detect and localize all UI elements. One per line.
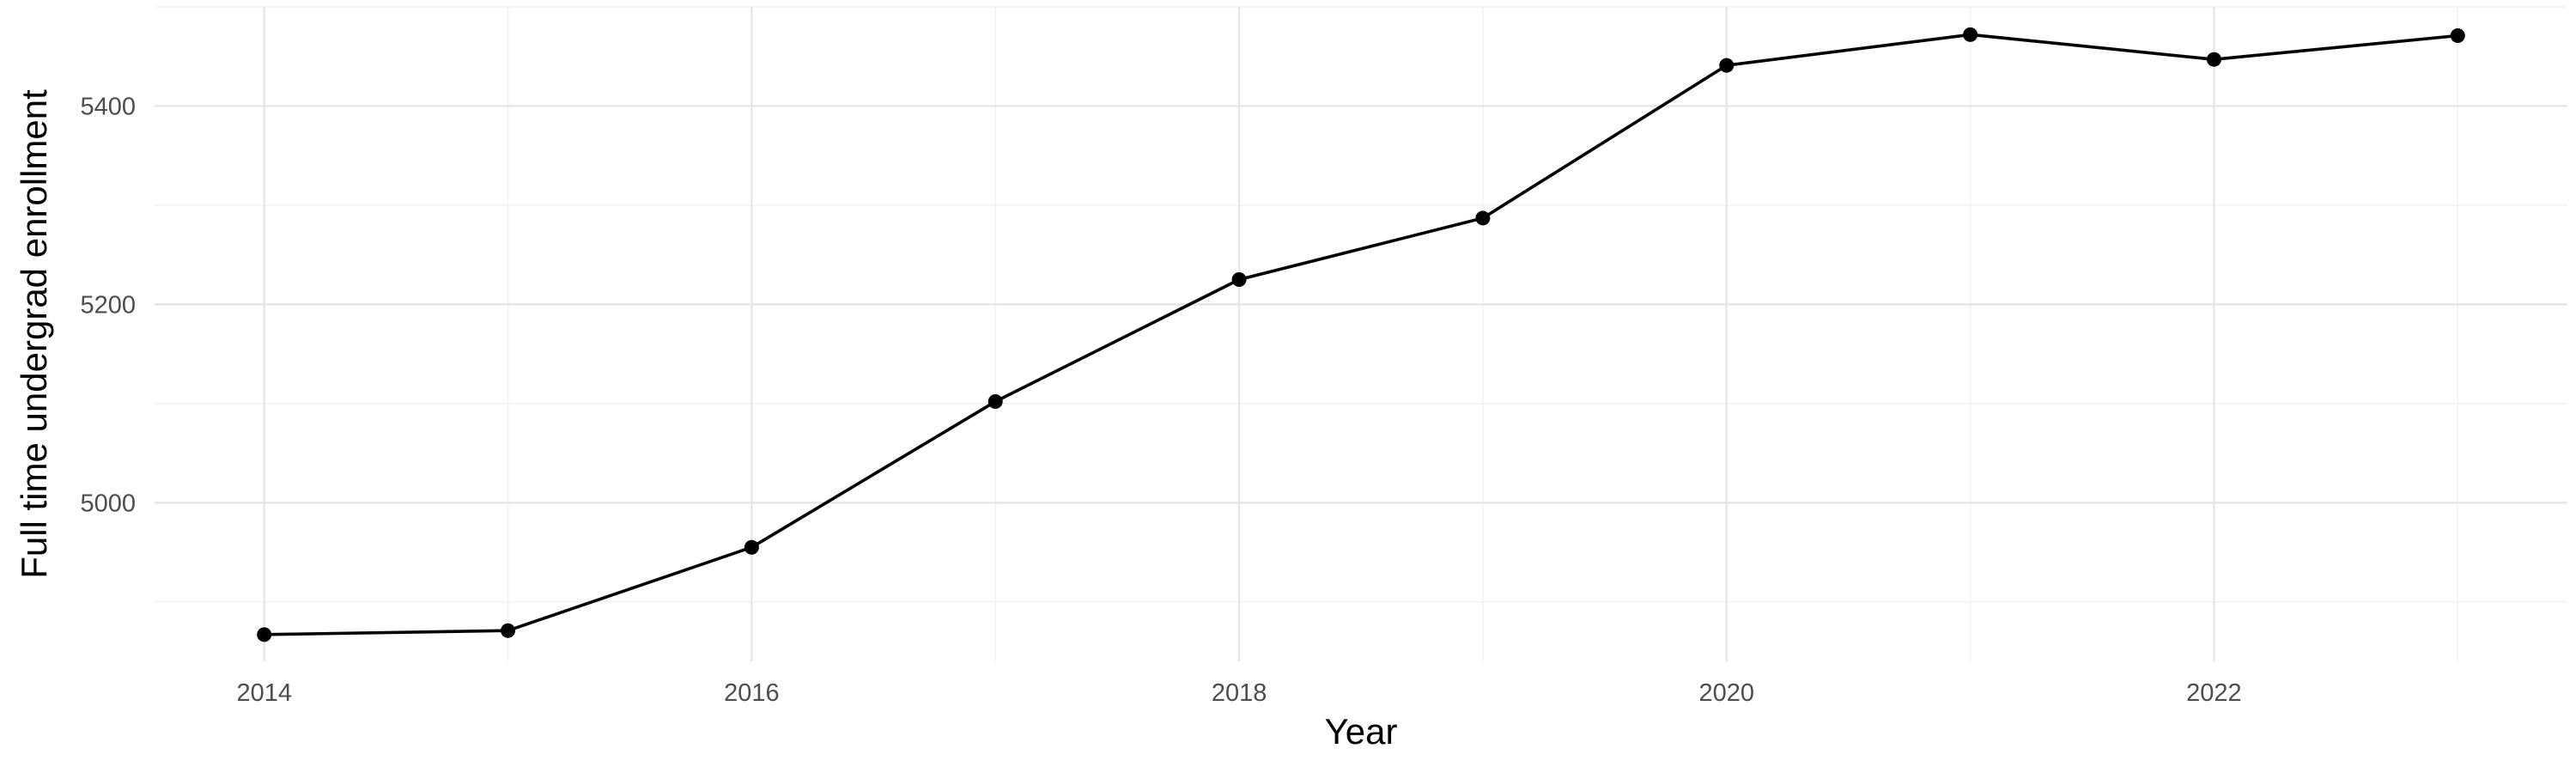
data-point: [2206, 52, 2221, 67]
x-tick-label: 2020: [1698, 679, 1754, 707]
y-tick-label: 5200: [80, 291, 136, 319]
data-point: [2450, 27, 2465, 43]
y-tick-label: 5400: [80, 93, 136, 120]
grid-lines: [155, 6, 2567, 661]
x-tick-label: 2022: [2186, 679, 2242, 707]
data-point: [257, 627, 272, 642]
series-line: [262, 33, 2460, 636]
x-tick-label: 2016: [724, 679, 780, 707]
x-tick-label: 2018: [1212, 679, 1267, 707]
x-axis-title: Year: [1325, 711, 1398, 752]
series-layer: [257, 27, 2465, 642]
x-tick-label: 2014: [236, 679, 292, 707]
data-point: [1719, 58, 1735, 73]
data-point: [1475, 210, 1491, 226]
data-point: [744, 539, 759, 555]
tick-labels: 5000 5200 5400 2014 2016 2018 2020 2022: [80, 93, 2241, 707]
data-point: [1963, 27, 1978, 42]
y-tick-label: 5000: [80, 490, 136, 517]
data-point: [501, 623, 516, 638]
data-point: [1231, 272, 1247, 287]
data-point: [987, 394, 1003, 410]
y-axis-title: Full time undergrad enrollment: [14, 89, 54, 579]
